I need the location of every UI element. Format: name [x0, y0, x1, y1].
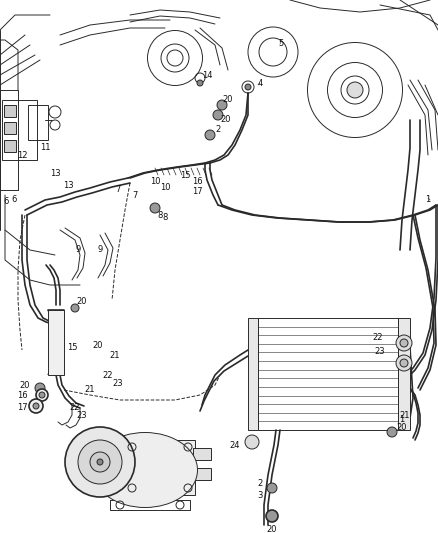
Circle shape [245, 84, 251, 90]
Circle shape [267, 483, 277, 493]
Text: 1: 1 [399, 416, 405, 424]
Circle shape [217, 100, 227, 110]
Text: 13: 13 [63, 181, 73, 190]
Text: 24: 24 [230, 440, 240, 449]
Text: 13: 13 [49, 168, 60, 177]
Text: 17: 17 [18, 403, 28, 413]
Circle shape [33, 403, 39, 409]
Bar [125, 440, 195, 495]
Circle shape [35, 383, 45, 393]
Bar [4, 105, 16, 117]
Text: 4: 4 [258, 78, 263, 87]
Text: 22: 22 [70, 403, 80, 413]
Text: 21: 21 [85, 385, 95, 394]
Text: 11: 11 [40, 143, 50, 152]
Text: 20: 20 [77, 297, 87, 306]
Text: 2: 2 [258, 479, 263, 488]
Circle shape [205, 130, 215, 140]
Circle shape [245, 435, 259, 449]
Text: 5: 5 [279, 39, 284, 49]
Circle shape [36, 389, 48, 401]
Text: 23: 23 [113, 378, 124, 387]
Bar [4, 122, 16, 134]
Text: 8: 8 [162, 214, 168, 222]
Text: 10: 10 [150, 177, 160, 187]
Text: 20: 20 [223, 95, 233, 104]
Text: 6: 6 [4, 198, 9, 206]
Text: 2: 2 [215, 125, 221, 134]
Circle shape [78, 440, 122, 484]
Text: 3: 3 [258, 491, 263, 500]
Ellipse shape [92, 432, 198, 507]
Circle shape [197, 80, 203, 86]
Bar [193, 448, 211, 460]
Circle shape [347, 82, 363, 98]
Text: 23: 23 [77, 410, 87, 419]
Circle shape [266, 510, 278, 522]
Circle shape [71, 304, 79, 312]
Bar [2, 100, 37, 160]
Circle shape [400, 359, 408, 367]
Circle shape [400, 339, 408, 347]
Circle shape [213, 110, 223, 120]
Text: 22: 22 [373, 334, 383, 343]
Text: 20: 20 [397, 424, 407, 432]
Text: 10: 10 [160, 183, 170, 192]
Text: 21: 21 [110, 351, 120, 359]
Bar [258, 318, 398, 430]
Circle shape [39, 392, 45, 398]
Text: 15: 15 [180, 171, 190, 180]
Text: 9: 9 [97, 246, 102, 254]
Text: 17: 17 [192, 188, 203, 197]
Bar [28, 105, 48, 140]
Text: 23: 23 [374, 348, 385, 357]
Bar [193, 468, 211, 480]
Text: 7: 7 [115, 185, 121, 195]
Text: 6: 6 [11, 196, 17, 205]
Text: 14: 14 [202, 70, 212, 79]
Text: 20: 20 [221, 116, 231, 125]
Text: 15: 15 [67, 343, 77, 352]
Circle shape [150, 203, 160, 213]
Bar [248, 318, 258, 430]
Circle shape [396, 335, 412, 351]
Text: 16: 16 [18, 391, 28, 400]
Bar [398, 318, 410, 430]
Circle shape [387, 427, 397, 437]
Text: 20: 20 [93, 341, 103, 350]
Text: 7: 7 [132, 190, 138, 199]
Text: 20: 20 [20, 381, 30, 390]
Text: 9: 9 [75, 246, 81, 254]
Text: 8: 8 [157, 211, 162, 220]
Circle shape [396, 355, 412, 371]
Circle shape [90, 452, 110, 472]
Text: 1: 1 [425, 196, 431, 205]
Text: 12: 12 [17, 150, 27, 159]
Circle shape [97, 459, 103, 465]
Text: 20: 20 [267, 526, 277, 533]
Text: 21: 21 [400, 410, 410, 419]
Circle shape [65, 427, 135, 497]
Text: 16: 16 [192, 177, 203, 187]
Bar [4, 140, 16, 152]
Bar [48, 310, 64, 375]
Circle shape [29, 399, 43, 413]
Text: 22: 22 [103, 370, 113, 379]
